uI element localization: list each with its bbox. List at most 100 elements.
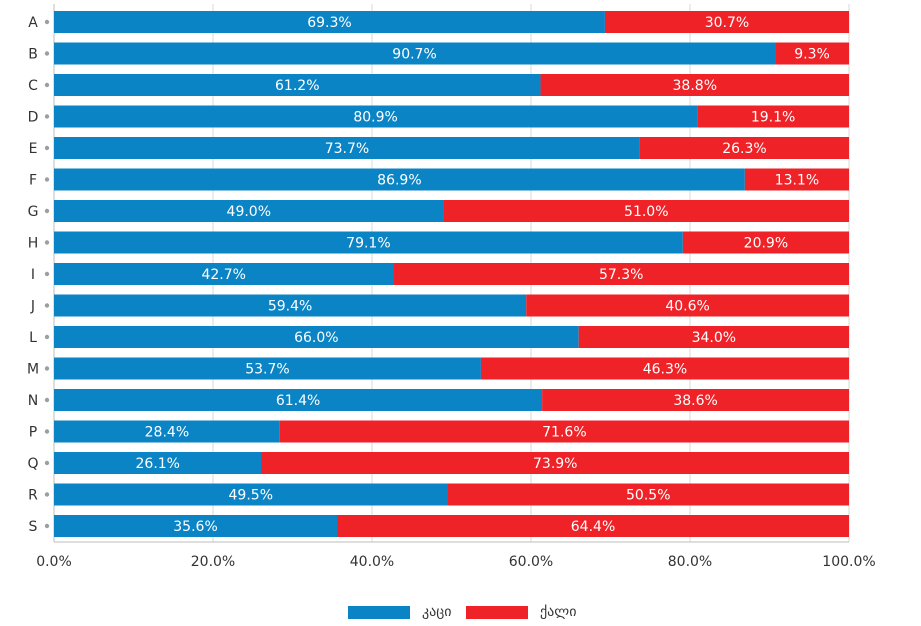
legend-label-series-1: კაცი — [422, 604, 452, 620]
bar-series-1 — [54, 168, 745, 191]
data-label: 64.4% — [571, 519, 615, 535]
data-label: 86.9% — [377, 173, 421, 189]
data-label: 46.3% — [643, 362, 687, 378]
data-label: 79.1% — [346, 236, 390, 252]
category-tick-dot — [44, 523, 50, 529]
data-label: 71.6% — [542, 425, 586, 441]
legend-swatch-series-2 — [466, 605, 528, 619]
x-tick-label: 80.0% — [668, 554, 712, 570]
category-tick-dot — [44, 240, 50, 245]
bar-series-2 — [279, 420, 849, 443]
legend-item-series-1: კაცი — [348, 602, 452, 622]
category-label: N — [28, 393, 38, 409]
category-label: D — [28, 110, 39, 126]
bar-series-1 — [54, 105, 698, 128]
data-label: 9.3% — [794, 47, 830, 63]
category-label: A — [28, 15, 38, 31]
data-label: 53.7% — [245, 362, 289, 378]
bar-series-1 — [54, 357, 481, 380]
bar-series-1 — [54, 263, 394, 285]
bar-series-2 — [682, 231, 849, 254]
category-label: G — [28, 204, 39, 220]
stacked-bar-chart: 0.0% 20.0% 40.0% 60.0% 80.0% 100.0% A 69.3% 30.7… — [27, 4, 876, 570]
data-label: 69.3% — [307, 15, 351, 31]
x-tick-label: 40.0% — [350, 554, 394, 570]
legend-swatch-series-1 — [348, 605, 410, 619]
data-label: 38.6% — [673, 393, 717, 409]
data-label: 34.0% — [692, 330, 736, 346]
data-label: 28.4% — [145, 425, 189, 441]
bar-series-2 — [443, 200, 849, 222]
category-label: P — [29, 425, 37, 441]
bar-series-1 — [54, 389, 543, 411]
category-tick-dot — [44, 145, 50, 151]
category-tick-dot — [44, 429, 50, 434]
bar-series-2 — [542, 389, 849, 411]
category-label: E — [29, 141, 38, 157]
category-label: H — [28, 236, 39, 252]
bar-series-2 — [604, 11, 849, 33]
data-label: 66.0% — [294, 330, 338, 346]
data-label: 26.1% — [136, 456, 180, 472]
data-label: 61.4% — [276, 393, 320, 409]
chart-legend: კაცი ქალი — [0, 602, 921, 622]
bar-series-2 — [578, 326, 849, 348]
category-label: I — [31, 267, 35, 283]
bar-series-2 — [744, 168, 849, 191]
data-label: 40.6% — [665, 299, 709, 315]
category-label: S — [29, 519, 38, 535]
data-label: 13.1% — [775, 173, 819, 189]
category-tick-dot — [44, 460, 50, 466]
data-label: 61.2% — [275, 78, 319, 94]
data-label: 26.3% — [722, 141, 766, 157]
data-label: 49.5% — [229, 488, 273, 504]
category-tick-dot — [44, 492, 50, 497]
x-tick-label: 100.0% — [822, 554, 875, 570]
bar-series-1 — [54, 137, 640, 159]
bar-series-1 — [54, 200, 444, 222]
x-tick-label: 20.0% — [191, 554, 235, 570]
bar-series-2 — [526, 294, 849, 317]
category-tick-dot — [44, 366, 50, 371]
data-label: 49.0% — [227, 204, 271, 220]
category-tick-dot — [44, 114, 50, 119]
bar-series-1 — [54, 231, 683, 254]
category-tick-dot — [44, 19, 50, 25]
category-label: F — [29, 173, 37, 189]
data-label: 30.7% — [705, 15, 749, 31]
bar-series-1 — [54, 420, 280, 443]
category-tick-dot — [44, 334, 50, 340]
bar-series-1 — [54, 452, 262, 474]
bar-series-1 — [54, 42, 776, 65]
category-label: B — [28, 47, 38, 63]
data-label: 51.0% — [624, 204, 668, 220]
category-label: L — [29, 330, 37, 346]
category-label: C — [28, 78, 38, 94]
bar-series-1 — [54, 294, 527, 317]
bar-series-2 — [540, 74, 849, 96]
bar-series-1 — [54, 74, 541, 96]
bar-series-2 — [775, 42, 849, 65]
data-label: 73.9% — [533, 456, 577, 472]
bar-series-2 — [393, 263, 849, 285]
category-label: R — [28, 488, 38, 504]
bar-series-1 — [54, 326, 579, 348]
category-label: J — [30, 299, 35, 315]
bar-series-2 — [697, 105, 849, 128]
bar-series-1 — [54, 515, 338, 537]
data-label: 50.5% — [626, 488, 670, 504]
category-tick-dot — [44, 303, 50, 308]
data-label: 20.9% — [744, 236, 788, 252]
data-label: 19.1% — [751, 110, 795, 126]
legend-item-series-2: ქალი — [466, 602, 576, 622]
data-label: 90.7% — [392, 47, 436, 63]
category-label: M — [27, 362, 39, 378]
x-tick-label: 0.0% — [36, 554, 72, 570]
category-tick-dot — [44, 51, 50, 56]
bar-series-1 — [54, 11, 605, 33]
x-tick-label: 60.0% — [509, 554, 553, 570]
category-tick-dot — [44, 271, 50, 277]
bar-series-2 — [261, 452, 849, 474]
data-label: 42.7% — [201, 267, 245, 283]
bar-series-2 — [639, 137, 849, 159]
